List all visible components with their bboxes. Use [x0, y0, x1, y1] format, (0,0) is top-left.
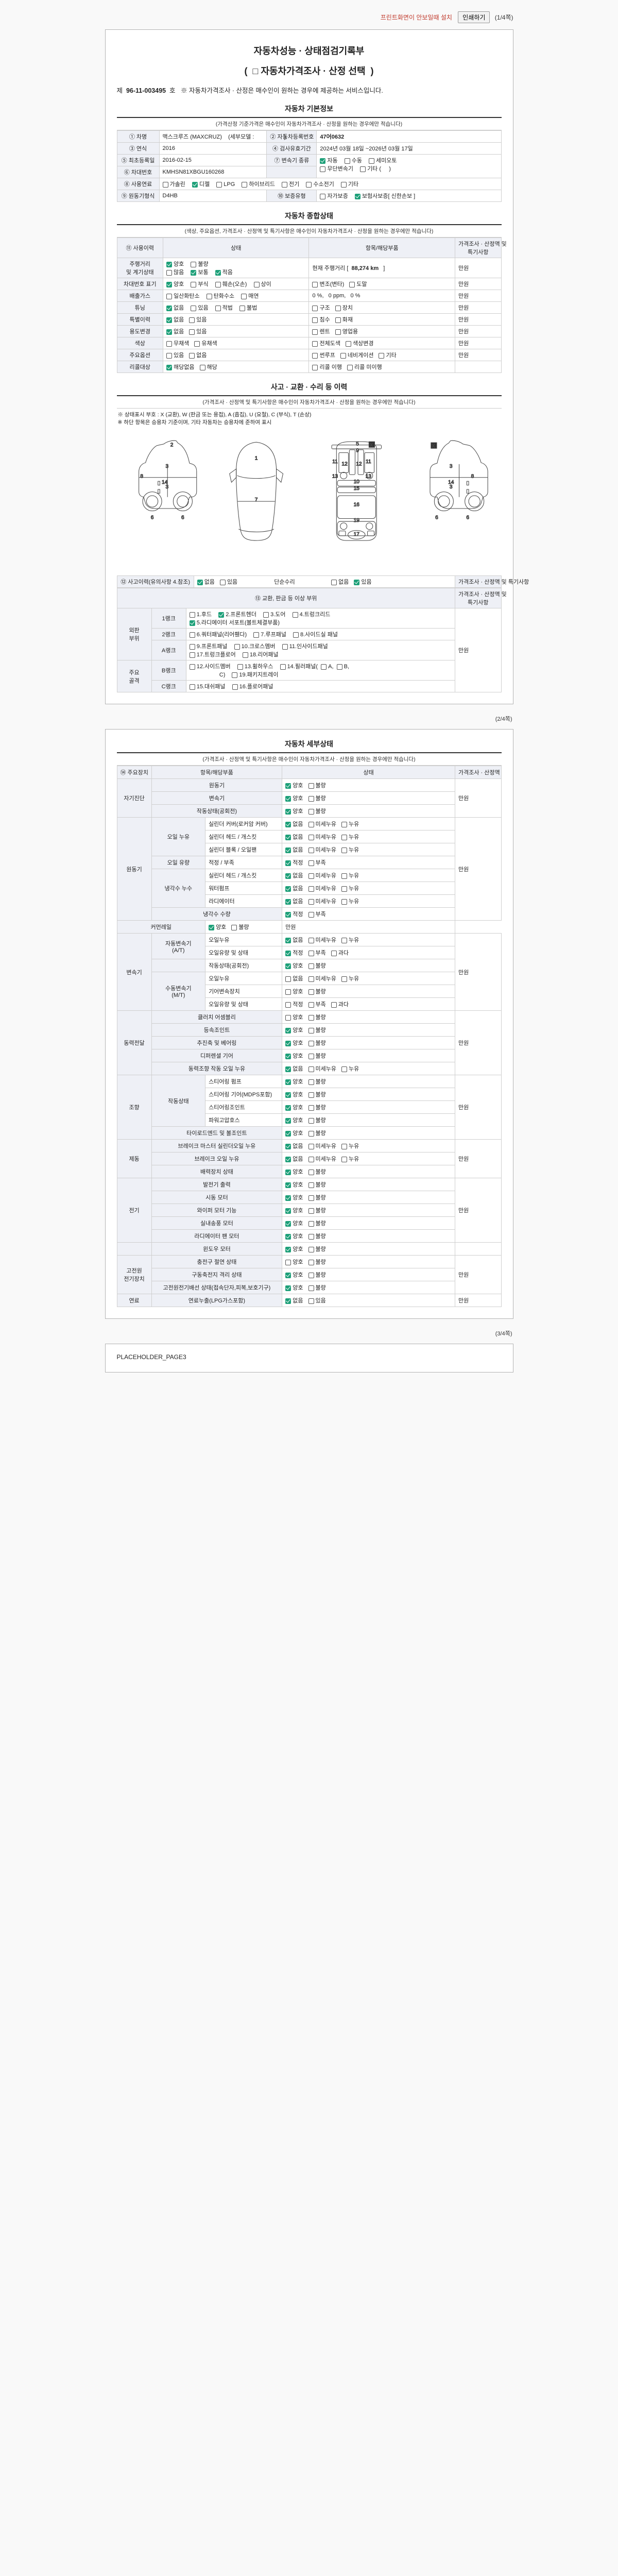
- svg-text:14: 14: [448, 480, 454, 485]
- svg-text:15: 15: [353, 486, 359, 492]
- svg-text:6: 6: [181, 515, 184, 520]
- svg-text:16: 16: [353, 502, 359, 507]
- svg-text:6: 6: [466, 515, 469, 520]
- svg-text:12: 12: [341, 462, 348, 467]
- svg-text:14: 14: [162, 480, 168, 485]
- svg-text:1: 1: [254, 456, 258, 462]
- svg-text:X: X: [432, 443, 435, 448]
- svg-text:13: 13: [365, 474, 371, 480]
- svg-text:9: 9: [356, 448, 359, 454]
- svg-text:X: X: [370, 443, 373, 448]
- svg-text:8: 8: [471, 474, 474, 480]
- svg-text:11: 11: [366, 459, 371, 465]
- svg-text:12: 12: [356, 462, 362, 467]
- svg-text:5: 5: [356, 442, 359, 447]
- svg-text:7: 7: [254, 497, 258, 503]
- svg-text:6: 6: [150, 515, 153, 520]
- svg-text:11: 11: [332, 459, 338, 465]
- svg-text:8: 8: [140, 474, 143, 480]
- svg-text:10: 10: [353, 479, 359, 485]
- svg-text:17: 17: [353, 532, 359, 537]
- svg-text:19: 19: [353, 518, 359, 523]
- svg-text:3: 3: [449, 464, 452, 469]
- svg-text:3: 3: [165, 464, 168, 469]
- svg-text:2: 2: [170, 443, 173, 448]
- svg-text:6: 6: [435, 515, 438, 520]
- svg-text:13: 13: [332, 474, 338, 480]
